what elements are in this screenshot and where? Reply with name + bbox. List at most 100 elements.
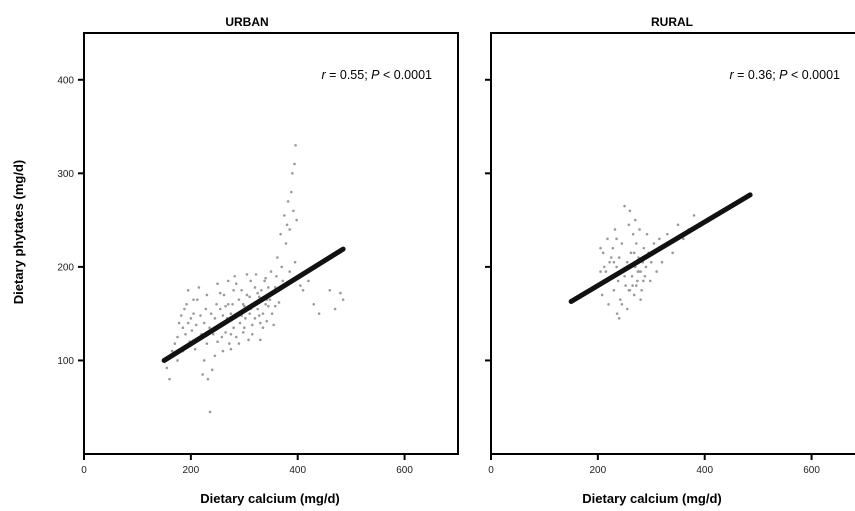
- data-point-rural-47: [660, 260, 664, 264]
- data-point-urban-70: [264, 303, 267, 306]
- x-tick-label-rural-400: 400: [696, 465, 713, 476]
- data-point-urban-136: [293, 260, 297, 264]
- data-point-urban-56: [245, 293, 249, 297]
- x-tick-label-urban-0: 0: [81, 465, 87, 476]
- data-point-urban-51: [238, 321, 242, 325]
- data-point-urban-53: [241, 331, 245, 334]
- x-tick-label-urban-600: 600: [396, 465, 413, 476]
- data-point-urban-28: [208, 410, 212, 414]
- data-point-urban-93: [294, 143, 297, 147]
- data-point-rural-21: [624, 284, 627, 287]
- data-point-urban-117: [192, 298, 195, 301]
- data-point-urban-31: [211, 332, 215, 336]
- data-point-urban-125: [234, 282, 238, 286]
- data-point-urban-132: [272, 323, 275, 327]
- data-point-rural-20: [623, 204, 626, 208]
- data-point-urban-105: [216, 282, 219, 286]
- data-point-urban-123: [224, 304, 227, 308]
- data-point-urban-30: [210, 368, 214, 372]
- data-point-urban-115: [205, 293, 209, 297]
- data-point-urban-131: [267, 304, 270, 308]
- data-point-urban-33: [215, 303, 218, 306]
- data-point-urban-1: [168, 377, 171, 381]
- data-point-urban-118: [186, 321, 190, 325]
- data-point-urban-38: [221, 314, 225, 317]
- data-point-rural-62: [628, 209, 632, 213]
- data-point-urban-63: [254, 273, 258, 276]
- axis-ticks-urban: 0 200 400 600 100 200 300 400: [57, 75, 413, 476]
- panel-rural: RURAL 0 200 400 600 r = 0.36; P < 0.0001 Di…: [485, 15, 855, 506]
- data-point-urban-97: [301, 288, 305, 292]
- data-point-urban-75: [270, 312, 274, 315]
- data-point-rural-55: [617, 317, 621, 320]
- data-point-rural-46: [658, 237, 661, 241]
- data-point-rural-58: [631, 284, 634, 287]
- data-point-urban-96: [299, 284, 302, 287]
- data-point-rural-30: [635, 242, 638, 245]
- data-point-rural-6: [606, 237, 609, 241]
- data-point-urban-62: [253, 317, 257, 320]
- data-point-rural-26: [630, 274, 634, 278]
- data-point-urban-74: [269, 270, 273, 273]
- data-point-rural-13: [615, 265, 618, 269]
- data-point-rural-44: [652, 242, 656, 245]
- data-point-urban-86: [285, 223, 289, 227]
- data-point-rural-48: [666, 232, 669, 236]
- data-point-urban-16: [193, 347, 197, 351]
- data-point-urban-67: [260, 288, 263, 292]
- data-point-urban-42: [226, 279, 230, 283]
- data-point-rural-33: [638, 228, 641, 231]
- data-point-rural-1: [599, 270, 602, 273]
- data-point-urban-108: [232, 288, 235, 292]
- data-point-urban-143: [257, 314, 261, 317]
- data-point-urban-141: [241, 303, 245, 306]
- data-point-rural-69: [632, 251, 636, 255]
- data-point-rural-3: [601, 251, 605, 255]
- data-point-urban-2: [170, 349, 174, 353]
- data-point-rural-64: [639, 298, 642, 301]
- data-point-urban-34: [216, 340, 219, 344]
- data-point-urban-130: [261, 326, 265, 330]
- data-point-rural-37: [642, 246, 646, 250]
- data-point-urban-140: [229, 347, 233, 351]
- data-point-rural-65: [641, 279, 645, 283]
- data-point-rural-7: [607, 303, 610, 306]
- data-point-urban-24: [204, 307, 208, 311]
- data-point-urban-39: [222, 293, 226, 297]
- data-point-urban-59: [249, 279, 252, 283]
- regression-line-urban: [161, 246, 346, 363]
- x-tick-label-urban-200: 200: [183, 465, 200, 476]
- data-point-urban-112: [253, 286, 257, 289]
- data-point-rural-50: [676, 223, 680, 227]
- data-point-rural-66: [623, 274, 626, 278]
- data-point-urban-100: [317, 312, 321, 315]
- data-point-urban-124: [229, 332, 233, 336]
- panel-urban: URBAN 0 200 400 600 100 200 300 400 r = 0.55; P…: [57, 15, 459, 506]
- data-point-rural-53: [692, 214, 696, 217]
- data-point-urban-22: [201, 373, 204, 376]
- data-point-urban-37: [220, 335, 224, 339]
- data-point-rural-17: [618, 298, 622, 301]
- data-point-urban-83: [281, 279, 285, 283]
- data-point-urban-104: [341, 298, 345, 301]
- data-point-urban-58: [248, 312, 251, 315]
- data-point-urban-64: [256, 307, 259, 311]
- data-point-urban-127: [245, 273, 249, 276]
- data-point-rural-34: [639, 270, 642, 273]
- regression-line-rural: [568, 192, 753, 305]
- data-point-urban-5: [177, 321, 181, 325]
- data-point-urban-3: [173, 342, 177, 345]
- data-point-rural-72: [609, 256, 613, 259]
- data-point-urban-26: [206, 377, 210, 381]
- data-point-rural-31: [636, 279, 639, 283]
- data-point-urban-121: [213, 354, 217, 358]
- plot-frame-rural: [490, 32, 855, 455]
- data-point-rural-39: [644, 265, 648, 269]
- data-point-rural-28: [632, 293, 636, 297]
- data-point-rural-4: [602, 265, 606, 269]
- data-point-rural-8: [608, 260, 611, 264]
- data-point-urban-109: [237, 342, 241, 345]
- data-point-rural-56: [620, 303, 624, 306]
- data-point-urban-88: [288, 228, 292, 231]
